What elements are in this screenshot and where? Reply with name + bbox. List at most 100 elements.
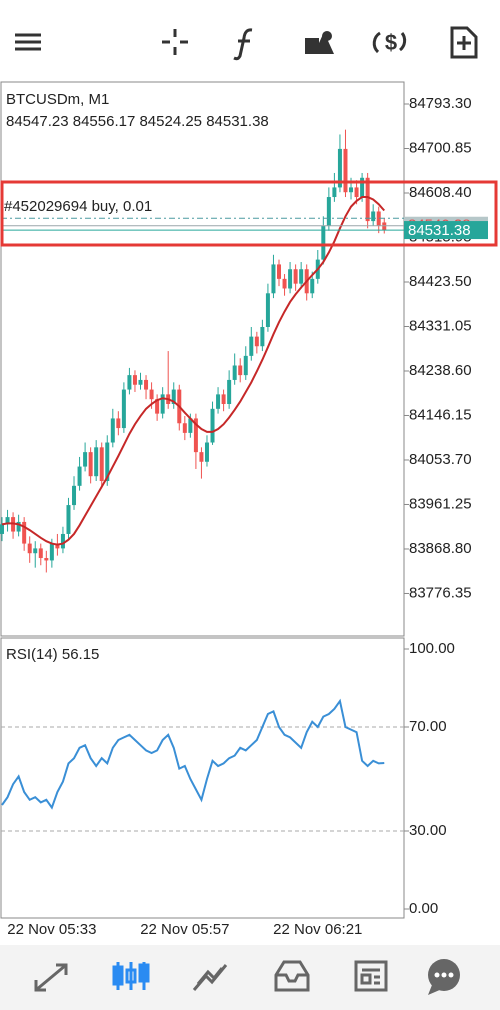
candle-body	[188, 418, 193, 433]
chart-tab[interactable]	[112, 962, 150, 990]
candle-body	[16, 521, 21, 532]
candle-body	[210, 408, 215, 443]
candle-body	[277, 264, 281, 279]
candle-body	[288, 269, 293, 289]
candle-body	[337, 148, 342, 188]
y-tick-label: 84331.05	[409, 317, 472, 334]
moving-average	[1, 196, 386, 546]
candle-body	[55, 543, 60, 549]
candle-body	[371, 211, 376, 222]
candle-body	[110, 418, 115, 443]
y-tick-label: 84608.40	[409, 184, 472, 201]
menu-button[interactable]	[15, 33, 41, 51]
candle-body	[249, 336, 254, 356]
x-tick-label: 22 Nov 06:21	[273, 921, 362, 938]
candle-body	[265, 293, 270, 327]
candle-body	[116, 418, 121, 429]
candle-body	[27, 543, 32, 554]
bid-label: 84531.38	[408, 222, 471, 239]
toolbar: $	[15, 26, 478, 61]
candle-body	[171, 389, 176, 405]
y-tick-label: 100.00	[409, 640, 455, 657]
candle-body	[343, 148, 348, 193]
candle-body	[155, 399, 160, 414]
quotes-tab[interactable]	[34, 963, 68, 992]
candle-body	[182, 423, 187, 433]
rsi-title: RSI(14) 56.15	[6, 646, 99, 663]
rsi-pane	[0, 637, 405, 919]
candle-body	[38, 548, 43, 559]
candle-body	[232, 365, 237, 380]
candle-body	[282, 278, 287, 289]
candle-body	[243, 355, 248, 376]
candle-body	[83, 452, 88, 467]
candle-body	[310, 278, 315, 294]
bid-label-box	[404, 221, 488, 240]
crosshair-button[interactable]	[162, 29, 188, 55]
y-tick-label: 83868.80	[409, 540, 472, 557]
candle-body	[193, 418, 198, 453]
candle-body	[204, 442, 209, 462]
candle-body	[88, 452, 93, 477]
candle-body	[33, 548, 38, 554]
x-tick-label: 22 Nov 05:33	[7, 921, 96, 938]
highlight-box	[0, 180, 498, 247]
candle-body	[49, 543, 54, 561]
candle-body	[5, 517, 10, 525]
candle-body	[354, 187, 359, 198]
candle-body	[216, 394, 221, 409]
svg-text:$: $	[385, 30, 397, 55]
candle-body	[144, 379, 149, 390]
candle-body	[260, 326, 265, 347]
candle-body	[66, 505, 71, 534]
candle-body	[0, 524, 4, 534]
history-tab[interactable]	[274, 960, 310, 992]
candle-body	[349, 187, 354, 193]
candle-body	[72, 485, 77, 506]
y-tick-label: 84238.60	[409, 362, 472, 379]
new-order-button[interactable]	[450, 26, 478, 59]
trade-tab[interactable]	[192, 964, 228, 991]
bottom-nav	[0, 945, 500, 1010]
news-tab[interactable]	[354, 960, 388, 992]
candle-body	[94, 447, 99, 477]
order-annotation: #452029694 buy, 0.01	[4, 198, 152, 215]
candle-body	[22, 521, 27, 544]
candle-body	[360, 177, 365, 198]
objects-button[interactable]	[305, 31, 334, 54]
rsi-line	[1, 698, 385, 810]
candle-body	[321, 225, 326, 260]
candle-body	[382, 222, 387, 231]
candle-body	[132, 375, 137, 385]
y-tick-label: 83776.35	[409, 584, 472, 601]
candle-body	[127, 375, 132, 390]
ohlc-readout: 84547.23 84556.17 84524.25 84531.38	[6, 113, 269, 130]
candle-body	[149, 389, 154, 400]
candle-body	[160, 394, 165, 414]
trade-button[interactable]: $	[372, 30, 407, 55]
indicators-button[interactable]	[233, 28, 253, 61]
y-tick-label: 84146.15	[409, 406, 472, 423]
y-tick-label: 84793.30	[409, 95, 472, 112]
candle-body	[326, 197, 331, 226]
plot: 84793.3084700.8584608.4084515.9584423.50…	[0, 95, 488, 938]
candle-body	[271, 264, 276, 294]
candle-body	[138, 379, 143, 385]
candle-body	[293, 269, 298, 284]
y-tick-label: 84423.50	[409, 273, 472, 290]
candle-body	[60, 533, 65, 549]
y-tick-label: 70.00	[409, 718, 447, 735]
candle-body	[227, 379, 232, 405]
y-tick-label: 84700.85	[409, 139, 472, 156]
candle-body	[105, 442, 110, 482]
chat-tab[interactable]	[428, 959, 460, 995]
candle-body	[221, 394, 226, 405]
candle-body	[254, 336, 259, 347]
candle-body	[121, 389, 126, 429]
price-pane	[0, 81, 405, 637]
candle-body	[365, 177, 370, 222]
candle-body	[299, 269, 304, 284]
candle-body	[77, 466, 82, 486]
